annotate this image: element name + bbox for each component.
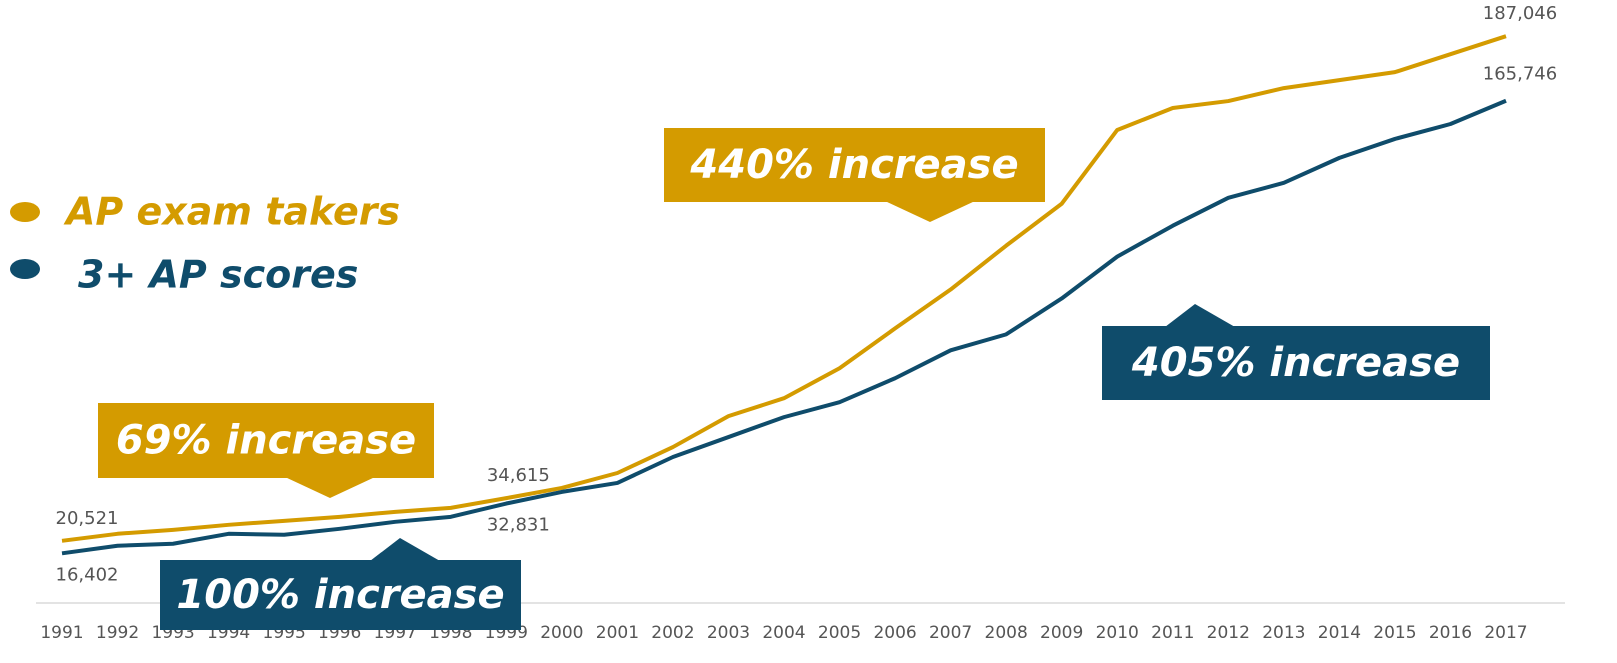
callout-text: 100% increase: [176, 572, 504, 618]
data-label: 165,746: [1483, 64, 1557, 85]
x-tick-label: 2010: [1096, 623, 1139, 643]
legend-label: AP exam takers: [63, 190, 400, 234]
x-tick-label: 2009: [1040, 623, 1083, 643]
x-tick-label: 2013: [1262, 623, 1305, 643]
data-label: 16,402: [56, 564, 119, 585]
x-tick-label: 2008: [985, 623, 1028, 643]
callout-box: [664, 128, 1045, 202]
x-tick-label: 2006: [873, 623, 916, 643]
callout-box: [1102, 326, 1490, 400]
callout-text: 405% increase: [1131, 340, 1460, 386]
legend-marker: [10, 259, 40, 279]
callout-pointer: [885, 201, 975, 222]
x-tick-label: 2014: [1318, 623, 1361, 643]
series-line: [61, 98, 1507, 556]
callout-pointer: [370, 538, 440, 561]
data-label: 32,831: [487, 515, 550, 536]
data-label: 20,521: [56, 508, 119, 529]
callout-text: 69% increase: [116, 418, 416, 464]
x-tick-label: 2017: [1484, 623, 1527, 643]
callout-box: [160, 560, 521, 630]
x-tick-label: 1991: [40, 623, 83, 643]
legend-marker: [10, 202, 40, 222]
x-tick-label: 2016: [1429, 623, 1472, 643]
x-tick-label: 2007: [929, 623, 972, 643]
legend-label: 3+ AP scores: [78, 253, 358, 297]
x-tick-label: 2003: [707, 623, 750, 643]
x-tick-label: 2011: [1151, 623, 1194, 643]
data-label: 187,046: [1483, 3, 1557, 24]
x-tick-label: 2015: [1373, 623, 1416, 643]
callout-box: [98, 403, 434, 478]
x-tick-label: 2002: [651, 623, 694, 643]
series-line: [61, 34, 1507, 543]
x-tick-label: 2001: [596, 623, 639, 643]
x-tick-label: 2005: [818, 623, 861, 643]
x-tick-label: 2004: [762, 623, 805, 643]
x-tick-label: 2000: [540, 623, 583, 643]
data-label: 34,615: [487, 465, 550, 486]
x-tick-label: 1992: [96, 623, 139, 643]
x-tick-label: 2012: [1207, 623, 1250, 643]
callout-text: 440% increase: [689, 142, 1018, 188]
callout-pointer: [1165, 304, 1235, 327]
callout-pointer: [285, 477, 375, 498]
